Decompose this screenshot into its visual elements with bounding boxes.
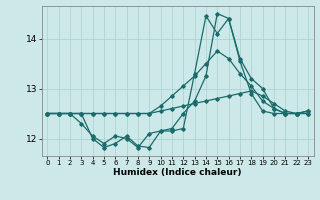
X-axis label: Humidex (Indice chaleur): Humidex (Indice chaleur): [113, 168, 242, 177]
